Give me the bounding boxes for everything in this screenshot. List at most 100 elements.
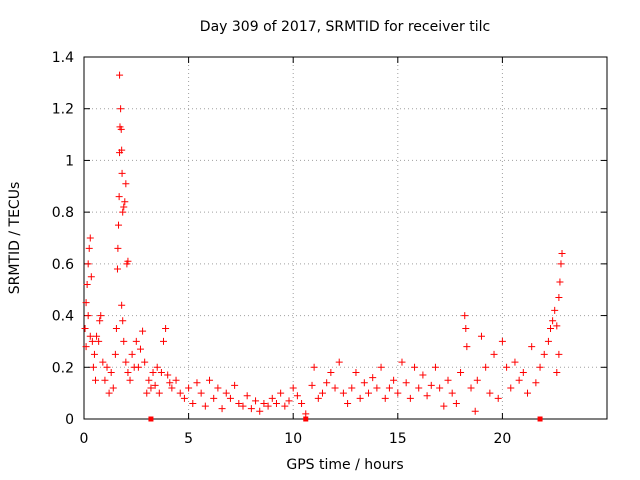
data-point bbox=[373, 384, 381, 392]
data-point bbox=[172, 376, 180, 384]
data-point bbox=[118, 169, 126, 177]
data-point bbox=[473, 376, 481, 384]
x-tick-label: 20 bbox=[493, 431, 511, 447]
axis-marker bbox=[303, 416, 309, 422]
data-point bbox=[81, 325, 89, 332]
data-point bbox=[132, 337, 140, 345]
data-point bbox=[124, 368, 132, 376]
data-point bbox=[193, 379, 201, 387]
axis-ticks: 0 0.2 0.4 0.6 0.8 1 1.2 1.4 0 5 10 15 20 bbox=[52, 50, 607, 447]
data-point bbox=[339, 389, 347, 397]
data-point bbox=[201, 402, 209, 410]
data-point bbox=[406, 394, 414, 402]
data-point bbox=[327, 368, 335, 376]
data-point bbox=[515, 376, 523, 384]
data-point bbox=[260, 399, 268, 407]
data-point bbox=[99, 358, 107, 366]
data-point bbox=[381, 394, 389, 402]
data-point bbox=[511, 358, 519, 366]
data-point bbox=[159, 337, 167, 345]
data-point bbox=[285, 397, 293, 405]
data-point bbox=[264, 402, 272, 410]
data-point bbox=[111, 350, 119, 358]
data-point bbox=[206, 376, 214, 384]
y-tick-label: 0.8 bbox=[52, 205, 74, 221]
data-point bbox=[166, 379, 174, 387]
axis-markers bbox=[148, 416, 543, 422]
data-point bbox=[155, 389, 163, 397]
data-point bbox=[335, 358, 343, 366]
data-point bbox=[461, 312, 469, 320]
data-point bbox=[467, 384, 475, 392]
data-point bbox=[281, 402, 289, 410]
data-point bbox=[436, 384, 444, 392]
data-point bbox=[147, 384, 155, 392]
x-tick-label: 0 bbox=[80, 431, 89, 447]
data-point bbox=[222, 389, 230, 397]
data-point bbox=[118, 301, 126, 309]
data-point bbox=[277, 389, 285, 397]
data-point bbox=[126, 376, 134, 384]
data-point bbox=[197, 389, 205, 397]
data-point bbox=[119, 208, 127, 216]
data-point bbox=[423, 392, 431, 400]
data-point bbox=[141, 358, 149, 366]
data-point bbox=[308, 381, 316, 389]
data-point bbox=[323, 379, 331, 387]
data-point bbox=[117, 105, 125, 113]
data-point bbox=[555, 350, 563, 358]
data-point bbox=[164, 371, 172, 379]
data-point bbox=[134, 363, 142, 371]
data-point bbox=[139, 327, 147, 335]
data-point bbox=[557, 260, 565, 268]
data-point bbox=[331, 384, 339, 392]
data-point bbox=[121, 198, 129, 206]
axis-marker bbox=[148, 416, 154, 422]
data-point bbox=[218, 405, 226, 413]
data-point bbox=[390, 376, 398, 384]
data-point bbox=[103, 363, 111, 371]
data-point bbox=[419, 371, 427, 379]
data-point bbox=[115, 221, 123, 229]
data-point bbox=[86, 332, 94, 340]
data-point bbox=[289, 384, 297, 392]
data-point bbox=[96, 317, 104, 325]
data-point bbox=[528, 343, 536, 351]
data-points bbox=[81, 71, 566, 418]
data-point bbox=[462, 325, 470, 332]
axis-marker bbox=[537, 416, 543, 422]
data-point bbox=[168, 384, 176, 392]
data-point bbox=[149, 368, 157, 376]
y-tick-label: 0.2 bbox=[52, 360, 74, 376]
data-point bbox=[482, 363, 490, 371]
plot-frame bbox=[83, 56, 608, 420]
data-point bbox=[145, 376, 153, 384]
data-point bbox=[226, 394, 234, 402]
data-point bbox=[252, 397, 260, 405]
chart-title: Day 309 of 2017, SRMTID for receiver til… bbox=[200, 19, 490, 35]
data-point bbox=[84, 260, 92, 268]
data-point bbox=[272, 399, 280, 407]
data-point bbox=[185, 384, 193, 392]
data-point bbox=[256, 407, 264, 415]
data-point bbox=[524, 389, 532, 397]
data-point bbox=[448, 389, 456, 397]
data-point bbox=[298, 399, 306, 407]
data-point bbox=[210, 394, 218, 402]
data-point bbox=[463, 343, 471, 351]
data-point bbox=[553, 368, 561, 376]
data-point bbox=[394, 389, 402, 397]
data-point bbox=[544, 337, 552, 345]
data-point bbox=[82, 299, 90, 307]
data-point bbox=[293, 392, 301, 400]
data-point bbox=[151, 381, 159, 389]
data-point bbox=[214, 384, 222, 392]
data-point bbox=[547, 325, 555, 332]
data-point bbox=[486, 389, 494, 397]
data-point bbox=[109, 384, 117, 392]
y-tick-label: 0 bbox=[65, 412, 74, 428]
data-point bbox=[490, 350, 498, 358]
data-point bbox=[83, 281, 91, 289]
y-tick-label: 0.6 bbox=[52, 257, 74, 273]
data-point bbox=[107, 368, 115, 376]
